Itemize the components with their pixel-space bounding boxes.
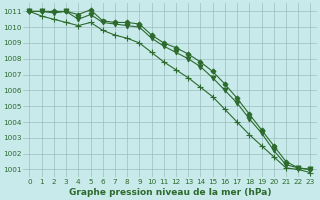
X-axis label: Graphe pression niveau de la mer (hPa): Graphe pression niveau de la mer (hPa) — [69, 188, 271, 197]
